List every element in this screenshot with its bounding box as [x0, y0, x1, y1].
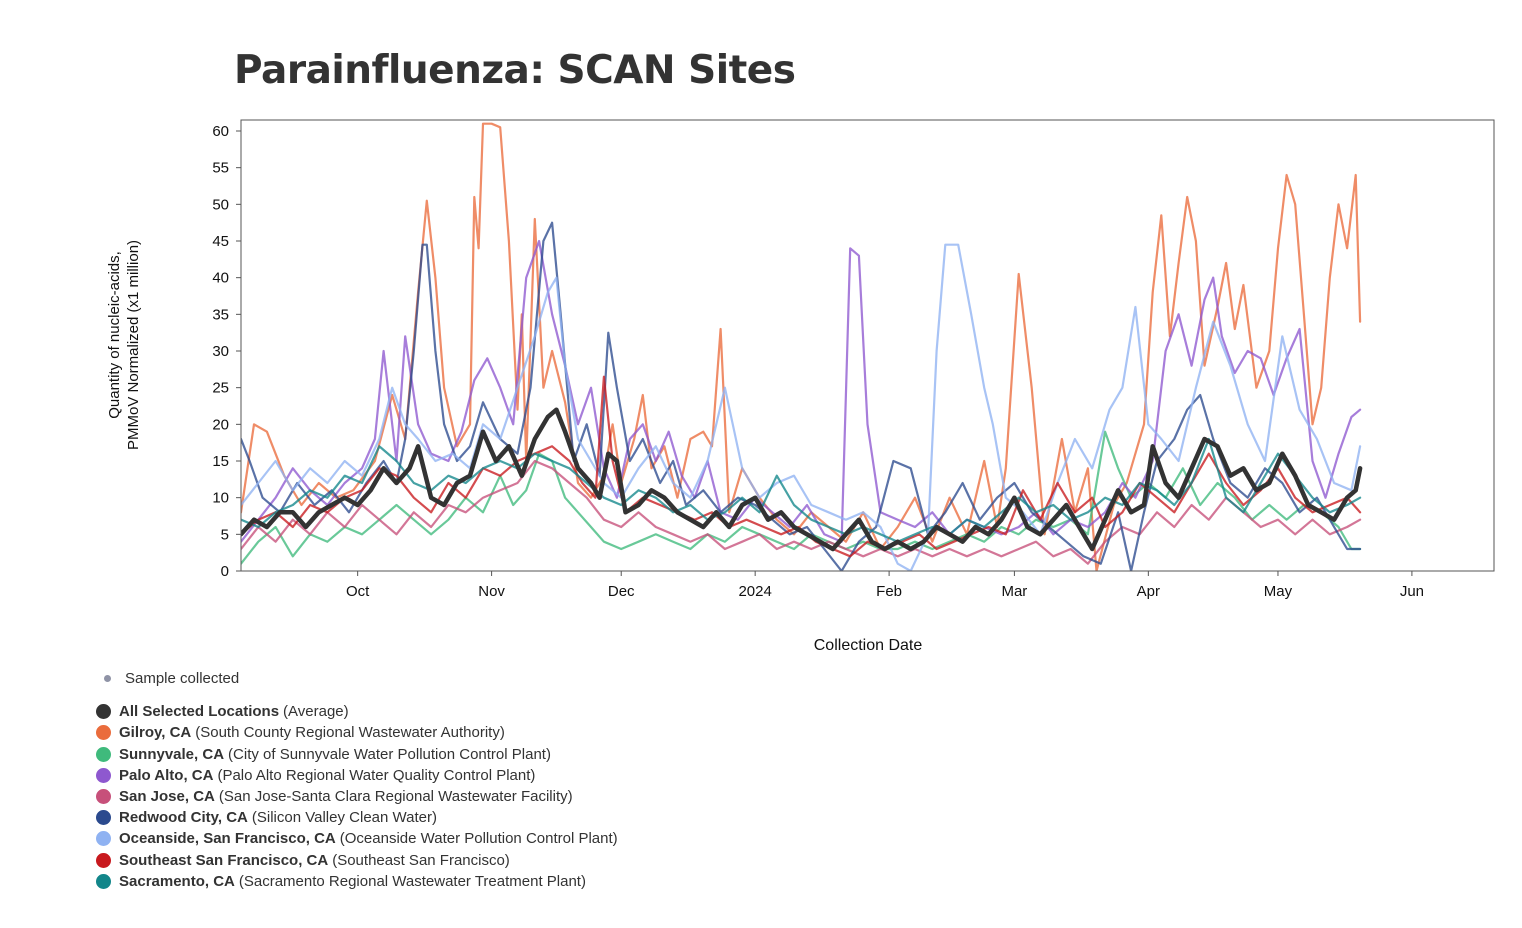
series-line-redwood-city-ca[interactable]	[241, 221, 1362, 571]
y-tick-label: 50	[212, 196, 229, 213]
y-tick-label: 5	[221, 526, 229, 543]
y-tick-label: 25	[212, 380, 229, 397]
plot-frame	[240, 119, 1495, 572]
y-tick-label: 60	[212, 123, 229, 140]
series-line-palo-alto-ca[interactable]	[241, 239, 1362, 543]
legend-swatch-icon	[96, 810, 111, 826]
legend-location: All Selected Locations	[119, 703, 280, 721]
legend-location: Palo Alto, CA	[119, 766, 214, 784]
legend-swatch-icon	[96, 767, 111, 783]
series-line-gilroy-ca[interactable]	[241, 122, 1362, 571]
series-line-all-selected-locations[interactable]	[241, 407, 1363, 552]
x-tick-label: May	[1264, 583, 1293, 600]
y-tick-label: 55	[212, 160, 229, 177]
legend-item[interactable]: San Jose, CA (San Jose-Santa Clara Region…	[96, 786, 618, 807]
legend-location: Gilroy, CA	[119, 724, 192, 742]
legend-location: Sacramento, CA	[119, 872, 235, 890]
x-tick-label: Dec	[608, 583, 635, 600]
series-layer	[241, 122, 1363, 571]
y-tick-label: 0	[221, 563, 229, 580]
chart-title: Parainfluenza: SCAN Sites	[234, 48, 796, 93]
x-tick-label: Jun	[1400, 583, 1424, 600]
x-tick-label: Feb	[876, 583, 902, 600]
y-tick-label: 40	[212, 270, 229, 287]
legend-swatch-icon	[96, 725, 111, 741]
legend-detail: (Southeast San Francisco)	[332, 851, 510, 869]
legend-location: San Jose, CA	[119, 788, 215, 806]
y-tick-label: 20	[212, 416, 229, 433]
legend-items: All Selected Locations (Average) Gilroy, C…	[96, 701, 618, 892]
legend-detail: (Palo Alto Regional Water Quality Contro…	[217, 766, 536, 784]
legend-swatch-icon	[96, 789, 111, 805]
x-tick-label: Oct	[346, 583, 370, 600]
y-tick-label: 30	[212, 343, 229, 360]
legend-detail: (Sacramento Regional Wastewater Treatmen…	[238, 872, 586, 890]
series-line-oceanside-san-francisco-ca[interactable]	[241, 243, 1362, 571]
legend-item[interactable]: Palo Alto, CA (Palo Alto Regional Water Q…	[96, 765, 618, 786]
legend-item[interactable]: Sunnyvale, CA (City of Sunnyvale Water Po…	[96, 744, 618, 765]
series-line-sunnyvale-ca[interactable]	[241, 430, 1362, 565]
legend: Sample collected All Selected Locations(…	[96, 668, 618, 892]
legend-detail: (South County Regional Wastewater Author…	[195, 724, 505, 742]
x-tick-label: Apr	[1137, 583, 1160, 600]
legend-swatch-icon	[96, 852, 111, 868]
legend-swatch-icon	[96, 873, 111, 889]
y-tick-label: 45	[212, 233, 229, 250]
legend-swatch-icon	[96, 746, 111, 762]
legend-location: Oceanside, San Francisco, CA	[119, 830, 336, 848]
chart-svg: 0 5 10 15 20 25 30 35 40 45 50 55 60 Oct Nov Dec 2024 Feb…	[106, 119, 1495, 654]
legend-item[interactable]: Southeast San Francisco, CA (Southeast Sa…	[96, 850, 618, 871]
legend-detail: (San Jose-Santa Clara Regional Wastewate…	[218, 788, 573, 806]
legend-item[interactable]: Oceanside, San Francisco, CA (Oceanside W…	[96, 828, 618, 849]
legend-detail: (Silicon Valley Clean Water)	[251, 809, 437, 827]
legend-location: Redwood City, CA	[119, 809, 248, 827]
x-tick-label: 2024	[738, 583, 771, 600]
y-tick-label: 35	[212, 306, 229, 323]
y-tick-label: 10	[212, 490, 229, 507]
x-tick-label: Mar	[1001, 583, 1027, 600]
legend-sample-row: Sample collected	[96, 668, 618, 689]
series-line-southeast-san-francisco-ca[interactable]	[241, 375, 1362, 558]
legend-detail: (Average)	[283, 703, 349, 721]
y-tick-label: 15	[212, 453, 229, 470]
legend-item[interactable]: Gilroy, CA (South County Regional Wastewa…	[96, 722, 618, 743]
legend-detail: (Oceanside Water Pollution Control Plant…	[339, 830, 618, 848]
legend-item[interactable]: Sacramento, CA (Sacramento Regional Waste…	[96, 871, 618, 892]
legend-location: Sunnyvale, CA	[119, 745, 225, 763]
x-axis-label: Collection Date	[814, 637, 923, 654]
legend-sample-label: Sample collected	[125, 670, 240, 688]
x-tick-label: Nov	[478, 583, 505, 600]
y-axis-label-line1: Quantity of nucleic-acids,	[106, 251, 123, 419]
legend-swatch-icon	[96, 704, 111, 720]
legend-item[interactable]: Redwood City, CA (Silicon Valley Clean Wa…	[96, 807, 618, 828]
y-axis-label-line2: PMMoV Normalized (x1 million)	[125, 240, 142, 450]
legend-detail: (City of Sunnyvale Water Pollution Contr…	[228, 745, 551, 763]
axes: 0 5 10 15 20 25 30 35 40 45 50 55 60 Oct Nov Dec 2024 Feb…	[212, 123, 1424, 600]
legend-swatch-icon	[96, 831, 111, 847]
sample-dot-icon	[104, 675, 111, 683]
legend-item[interactable]: All Selected Locations (Average)	[96, 701, 618, 722]
legend-location: Southeast San Francisco, CA	[119, 851, 329, 869]
series-line-san-jose-ca[interactable]	[241, 459, 1362, 565]
